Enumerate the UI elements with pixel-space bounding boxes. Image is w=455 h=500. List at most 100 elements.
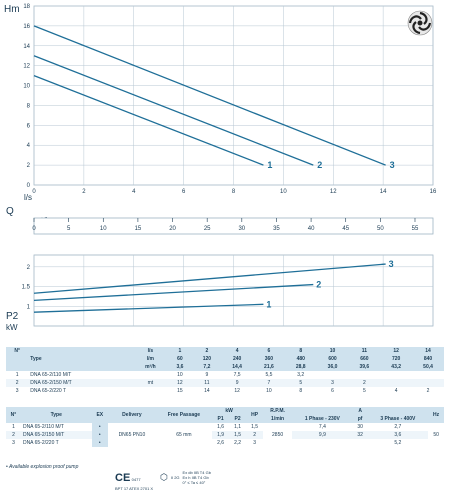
table-cell: DNA 65-2/150 M/T — [20, 431, 92, 439]
head-curve-2 — [33, 55, 314, 166]
table-cell: 2,7 — [394, 424, 402, 430]
table-cell: 1 — [15, 372, 19, 378]
table-cell: 600 — [316, 355, 349, 363]
table-cell: 1,5 — [229, 431, 247, 439]
x-tick-label: 0 — [32, 189, 36, 195]
table-cell: 2850 — [272, 432, 284, 438]
table-cell: Type — [28, 355, 134, 363]
table-cell: 3 — [15, 388, 19, 394]
power-curve-label-3: 3 — [389, 259, 394, 269]
power-curve-3 — [33, 263, 386, 294]
table-cell: 4 — [221, 347, 254, 355]
head-chart-x-ticks: 0 2 4 6 8 10 12 14 16 — [32, 189, 437, 195]
head-curve-3 — [33, 25, 386, 166]
m3h-tick-label: 50 — [377, 226, 384, 232]
y-tick-label: 16 — [23, 24, 30, 30]
table-row: 2 DNA 65-2/150 M/T • 1,9 1,5 2 9,9 32 3,6 — [6, 431, 444, 439]
table-cell: 12 — [234, 388, 240, 394]
table-cell: 360 — [253, 355, 285, 363]
table-cell: 1,9 — [212, 431, 230, 439]
table-cell: 28,8 — [284, 363, 317, 371]
table-cell: 3 — [12, 440, 15, 446]
table-cell: 50,4 — [412, 363, 444, 371]
table-cell: 2,2 — [234, 440, 242, 446]
ex-mark: ⬡ II 2G Ex db IIB T4 Gb Ex h IIB T4 Gb 0… — [160, 470, 211, 485]
table-cell: 5,2 — [394, 440, 402, 446]
table-cell: 10 — [266, 388, 272, 394]
y-tick-label: 1 — [27, 304, 31, 310]
y-tick-label: 18 — [23, 4, 30, 10]
x-tick-label: 4 — [132, 189, 136, 195]
power-curve-1 — [33, 303, 264, 313]
table-cell: 11 — [348, 347, 381, 355]
power-curve-label-1: 1 — [266, 299, 271, 309]
table-cell: EX — [91, 407, 109, 423]
ex-line-1: Ex db IIB T4 Gb — [182, 470, 211, 475]
y-tick-label: 12 — [23, 64, 30, 70]
x-tick-label: 2 — [82, 189, 86, 195]
table-cell: R.P.M. — [263, 407, 293, 415]
table-cell: 9 — [205, 372, 209, 378]
m3h-tick-label: 25 — [204, 226, 211, 232]
table-row: 1 DNA 65-2/110 M/T 10 9 7,5 5,5 3,2 — [6, 371, 444, 379]
y-tick-label: 4 — [27, 143, 31, 149]
table-cell: 660 — [348, 355, 381, 363]
table-cell: 720 — [380, 355, 413, 363]
impeller-logo — [407, 10, 433, 36]
table-cell: 12 — [167, 379, 193, 387]
table-cell: 1 — [167, 347, 193, 355]
table-cell: 2 — [6, 431, 21, 439]
table-cell: A — [292, 407, 429, 415]
head-chart-curves: 1 2 3 — [33, 25, 395, 170]
table-cell: 60 — [167, 355, 193, 363]
table-cell: 43,2 — [380, 363, 413, 371]
table-row: N° Type EX Delivery Free Passage kW HP R.P.M. A H… — [6, 407, 444, 423]
table-cell: l/s — [133, 347, 168, 355]
m3h-tick-label: 5 — [67, 226, 71, 232]
table-cell: mt — [133, 379, 168, 387]
table-cell: 5 — [362, 388, 366, 394]
table-cell — [353, 439, 368, 447]
table-cell: 65 mm — [176, 432, 192, 438]
x-axis-label-ls: l/s — [24, 193, 32, 202]
table-cell — [28, 347, 134, 355]
table-cell: pf — [352, 415, 368, 423]
table-cell: 1,1 — [234, 424, 242, 430]
table-cell: 240 — [221, 355, 254, 363]
table-cell: Type — [20, 407, 92, 423]
table-cell: 4 — [394, 388, 398, 394]
table-row: 2 DNA 65-2/150 M/T mt 12 11 9 7 5 3 2 — [6, 379, 444, 387]
x-tick-label: 8 — [232, 189, 236, 195]
ex-line-3: 0° ≤ Ta ≤ 40° — [182, 480, 206, 485]
power-chart-y-ticks: 11.52 — [22, 265, 31, 310]
power-chart-curves: 1 2 3 — [33, 259, 394, 313]
table-cell: 3,6 — [367, 431, 429, 439]
table-cell: 32 — [352, 431, 368, 439]
table-cell: 5 — [284, 379, 317, 387]
table-cell: m³/h — [133, 363, 168, 371]
x-tick-label: 12 — [330, 189, 337, 195]
table-cell: DNA 65-2/110 M/T — [22, 424, 64, 430]
table-cell: DNA 65-2/220 T — [30, 388, 67, 394]
ex-prefix: II 2G — [170, 475, 180, 480]
table-row: N° l/s 1 2 4 6 8 10 11 12 14 — [6, 347, 444, 355]
table-cell: DN65 PN10 — [118, 432, 146, 438]
ex-line-2: Ex h IIB T4 Gb — [182, 475, 209, 480]
table-cell: 6 — [331, 388, 334, 394]
table-cell: 3,6 — [167, 363, 193, 371]
table-cell: l/m — [133, 355, 168, 363]
flow-m3h-axis-band — [33, 217, 434, 235]
table-cell: 3,2 — [297, 372, 305, 378]
m3h-tick-label: 55 — [412, 226, 419, 232]
ce-number: 0477 — [131, 477, 141, 482]
table-cell: N° — [6, 347, 29, 355]
table-cell: 2 — [426, 388, 430, 394]
table-cell: 12 — [380, 347, 413, 355]
table-cell: Free Passage — [155, 407, 213, 423]
table-cell: 2 — [6, 379, 29, 387]
table-cell — [28, 363, 134, 371]
ce-mark: CE 0477 — [115, 472, 141, 484]
flow-m3h-ticks: 0 5 10 15 20 25 30 35 40 45 50 55 — [32, 218, 419, 232]
table-cell — [317, 371, 349, 379]
